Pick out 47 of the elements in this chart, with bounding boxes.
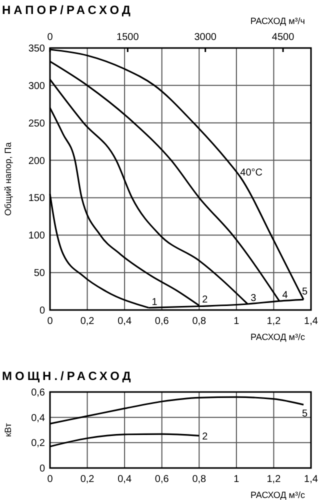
- x-tick-label: 1: [234, 474, 240, 485]
- x-tick-label: 1,4: [304, 316, 318, 327]
- y-tick-label: 200: [28, 156, 46, 167]
- y-tick-label: 150: [28, 193, 46, 204]
- y-tick-label: 50: [34, 268, 46, 280]
- y-tick-label: 250: [28, 118, 46, 130]
- x2-axis-title: РАСХОД м³/ч: [250, 16, 306, 26]
- y-axis-title: Общий напор, Па: [3, 142, 13, 216]
- x2-tick-label: 3000: [194, 32, 217, 43]
- x-tick-label: 0: [47, 474, 54, 485]
- x-tick-label: 0,6: [154, 474, 170, 485]
- x2-tick-label: 0: [47, 32, 54, 43]
- series-label: 2: [202, 294, 208, 306]
- x-tick-label: 0,2: [80, 474, 95, 485]
- series-label: 2: [202, 432, 208, 443]
- y-tick-label: 0,4: [31, 412, 46, 424]
- series-label: 5: [302, 286, 308, 298]
- x-tick-label: 1,4: [304, 474, 318, 485]
- y-tick-label: 300: [28, 80, 46, 92]
- y-tick-label: 350: [28, 44, 46, 54]
- x-tick-label: 1,2: [266, 316, 282, 327]
- x-tick-label: 0: [47, 316, 54, 327]
- annotation: 40°C: [240, 167, 262, 178]
- y-tick-label: 0: [39, 306, 46, 316]
- y-tick-label: 0,6: [31, 388, 46, 398]
- series-label: 4: [282, 290, 288, 302]
- series-label: 1: [152, 296, 158, 308]
- x-tick-label: 1,2: [266, 474, 282, 485]
- x-tick-label: 0,8: [192, 316, 207, 327]
- series-label: 5: [302, 408, 308, 420]
- y-tick-label: 100: [28, 230, 46, 242]
- x2-tick-label: 1500: [116, 32, 140, 43]
- x-tick-label: 0,6: [154, 316, 170, 327]
- y-axis-title: кВт: [3, 423, 13, 437]
- x-axis-title: РАСХОД м³/с: [250, 490, 306, 500]
- x2-tick-label: 4500: [272, 32, 295, 43]
- x-tick-label: 0,4: [118, 316, 132, 327]
- chart-title: МОЩН./РАСХОД: [2, 369, 134, 383]
- x-axis-title: РАСХОД м³/с: [250, 332, 306, 342]
- x-tick-label: 0,4: [118, 474, 132, 485]
- x-tick-label: 0,2: [80, 316, 95, 327]
- series-label: 3: [250, 293, 257, 304]
- y-tick-label: 0: [39, 464, 46, 474]
- x-tick-label: 0,8: [192, 474, 207, 485]
- x-tick-label: 1: [234, 316, 240, 327]
- y-tick-label: 0,2: [31, 438, 46, 450]
- chart-title: НАПОР/РАСХОД: [2, 3, 134, 17]
